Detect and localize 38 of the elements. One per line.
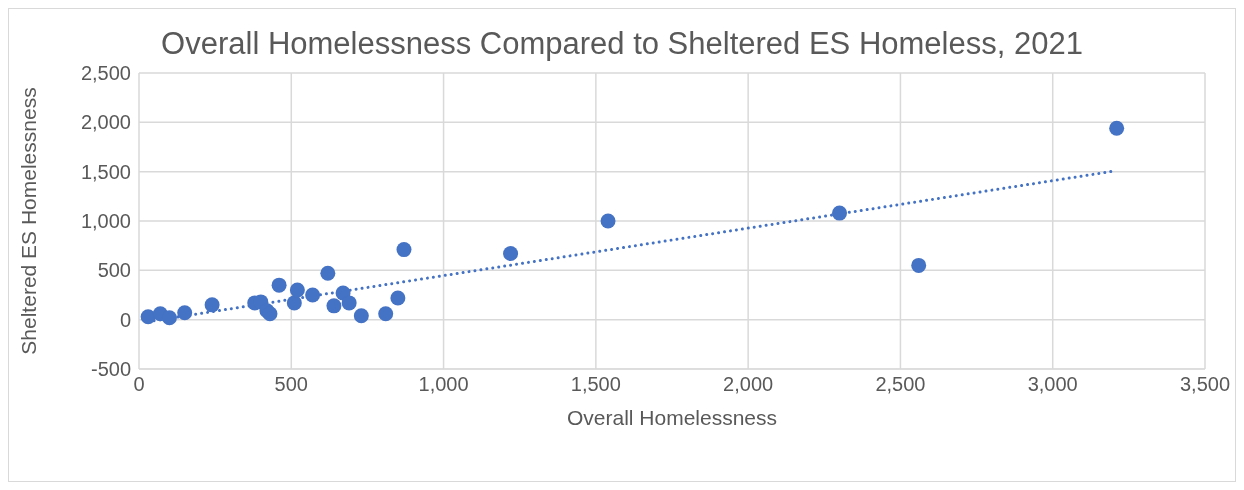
y-tick-label: -500 (90, 358, 131, 381)
x-tick-label: 3,500 (1179, 373, 1231, 396)
x-tick-label: 1,000 (418, 373, 469, 396)
point (396, 242, 412, 258)
point (353, 308, 369, 324)
point (289, 282, 305, 298)
x-tick-label: 1,500 (570, 373, 621, 396)
point (503, 246, 519, 262)
point (204, 297, 220, 313)
point (161, 310, 177, 326)
point (1109, 120, 1125, 136)
point (286, 295, 302, 311)
point (271, 277, 287, 293)
point (140, 309, 156, 325)
y-tick-label: 0 (119, 308, 131, 331)
x-axis-title: Overall Homelessness (566, 406, 778, 429)
y-tick-label: 2,500 (80, 62, 131, 85)
point (326, 298, 342, 314)
y-tick-label: 500 (97, 259, 131, 282)
x-tick-label: 2,500 (875, 373, 926, 396)
x-tick-label: 2,000 (723, 373, 774, 396)
y-tick-label: 2,000 (80, 111, 131, 134)
chart-title: Overall Homelessness Compared to Sheltered ES Homeless, 2021 (161, 26, 1083, 61)
x-tick-label: 0 (133, 373, 145, 396)
point (911, 257, 927, 273)
point (600, 213, 616, 229)
y-axis-title: Sheltered ES Homelessness (17, 87, 41, 355)
x-tick-label: 3,000 (1027, 373, 1078, 396)
y-tick-label: 1,500 (80, 160, 131, 183)
x-tick-label: 500 (274, 373, 308, 396)
point (305, 287, 321, 303)
point (378, 306, 394, 322)
point (341, 295, 357, 311)
point (390, 290, 406, 306)
point (320, 265, 336, 281)
point (177, 305, 193, 321)
point (832, 205, 848, 221)
y-tick-label: 1,000 (80, 210, 131, 233)
